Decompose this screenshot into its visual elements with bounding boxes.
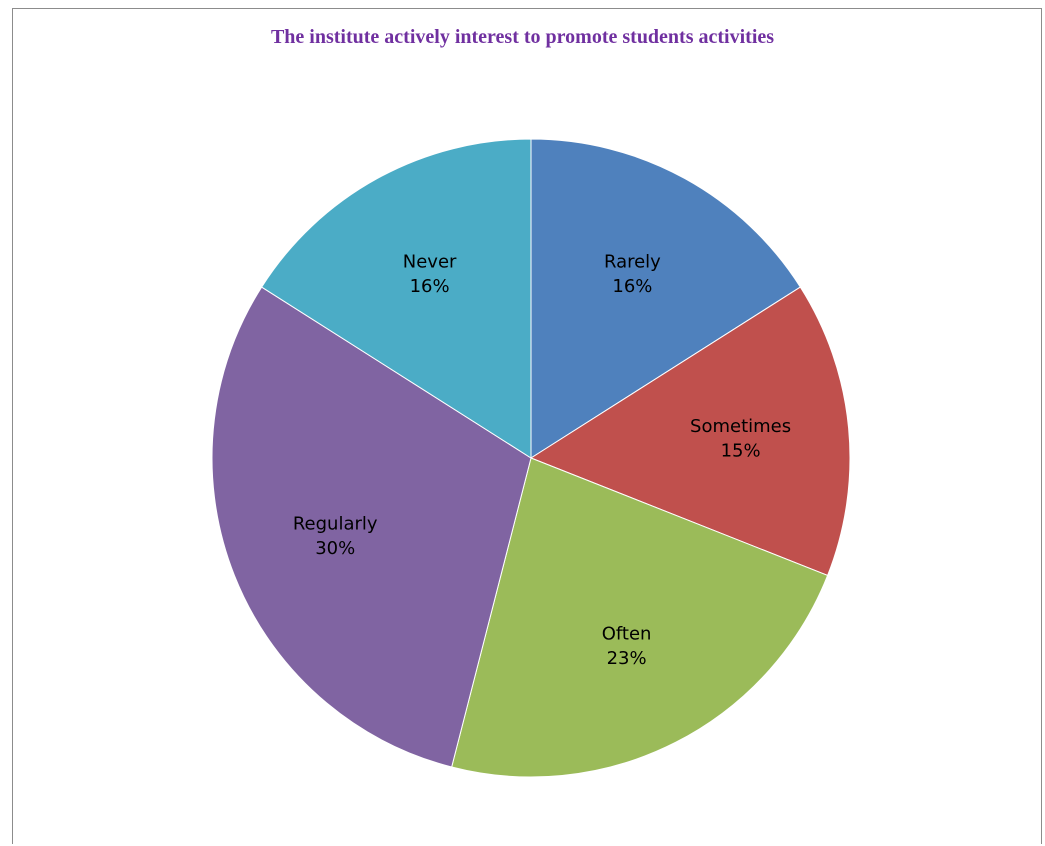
slice-percent-label: 16% — [410, 276, 450, 297]
slice-label-often: Often 23% — [602, 624, 652, 669]
slice-category-label: Never — [403, 252, 457, 273]
slice-label-rarely: Rarely 16% — [604, 252, 661, 297]
pie-slice-rarely — [530, 138, 802, 459]
chart-title: The institute actively interest to promo… — [270, 26, 775, 48]
slice-percent-label: 15% — [721, 441, 761, 462]
slice-percent-label: 16% — [612, 276, 652, 297]
slice-category-label: Sometimes — [690, 416, 791, 437]
pie-slices — [211, 138, 851, 778]
pie-slice-sometimes — [529, 286, 851, 577]
slice-category-label: Regularly — [293, 514, 378, 535]
pie-slice-regularly — [211, 286, 532, 768]
slice-label-never: Never 16% — [403, 252, 457, 297]
slice-category-label: Rarely — [604, 252, 661, 273]
slice-label-regularly: Regularly 30% — [293, 514, 378, 559]
slice-category-label: Often — [602, 624, 652, 645]
pie-slice-never — [260, 138, 532, 459]
slice-percent-label: 23% — [607, 648, 647, 669]
slice-percent-label: 30% — [315, 538, 355, 559]
pie-labels: Rarely 16% Sometimes 15% Often 23% Regularly 30… — [293, 252, 791, 669]
slice-label-sometimes: Sometimes 15% — [690, 416, 791, 461]
pie-slice-often — [451, 457, 829, 778]
